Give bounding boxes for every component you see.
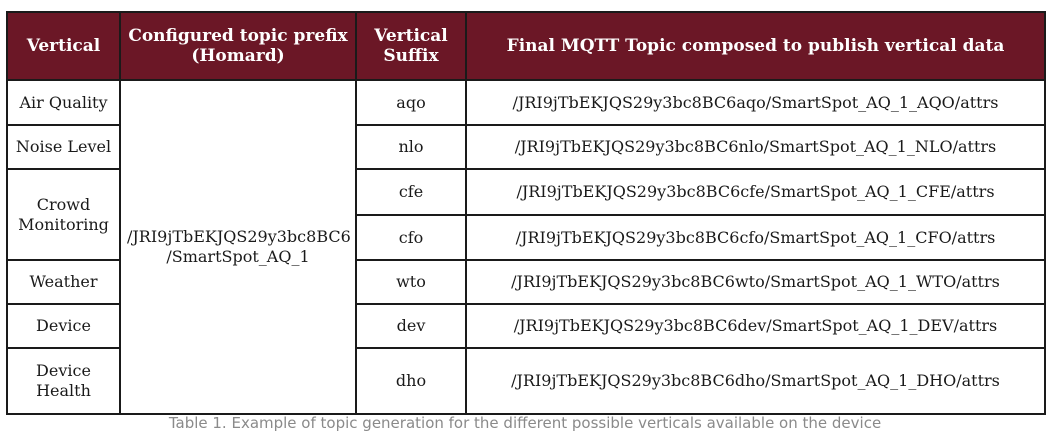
table-row: Device Health dho /JRI9jTbEKJQS29y3bc8BC… bbox=[6, 347, 1046, 415]
table-row: Crowd Monitoring cfe /JRI9jTbEKJQS29y3bc… bbox=[6, 168, 1046, 261]
topic-cell: /JRI9jTbEKJQS29y3bc8BC6aqo/SmartSpot_AQ_… bbox=[465, 79, 1046, 126]
table-row: Air Quality /JRI9jTbEKJQS29y3bc8BC6 /Sma… bbox=[6, 79, 1046, 415]
header-final-topic: Final MQTT Topic composed to publish ver… bbox=[465, 11, 1046, 81]
topic-cell: /JRI9jTbEKJQS29y3bc8BC6dho/SmartSpot_AQ_… bbox=[465, 347, 1046, 415]
topic-cell: /JRI9jTbEKJQS29y3bc8BC6dev/SmartSpot_AQ_… bbox=[465, 303, 1046, 349]
table-row: Device dev /JRI9jTbEKJQS29y3bc8BC6dev/Sm… bbox=[6, 303, 1046, 349]
topic-cell: /JRI9jTbEKJQS29y3bc8BC6wto/SmartSpot_AQ_… bbox=[465, 259, 1046, 305]
suffix-cell: nlo bbox=[355, 124, 467, 170]
vertical-cell: Device Health bbox=[6, 347, 121, 415]
topic-cell: /JRI9jTbEKJQS29y3bc8BC6cfo/SmartSpot_AQ_… bbox=[465, 214, 1046, 261]
table-header-row: Vertical Configured topic prefix (Homard… bbox=[6, 11, 1046, 81]
header-vertical-suffix: Vertical Suffix bbox=[355, 11, 467, 81]
vertical-cell: Device bbox=[6, 303, 121, 349]
table-caption: Table 1. Example of topic generation for… bbox=[168, 414, 882, 432]
topic-cell: /JRI9jTbEKJQS29y3bc8BC6cfe/SmartSpot_AQ_… bbox=[465, 168, 1046, 216]
suffix-cell: cfo bbox=[355, 214, 467, 261]
topic-generation-table: Vertical Configured topic prefix (Homard… bbox=[6, 11, 1046, 415]
vertical-cell: Noise Level bbox=[6, 124, 121, 170]
suffix-cell: dev bbox=[355, 303, 467, 349]
header-vertical: Vertical bbox=[6, 11, 121, 81]
suffix-cell: cfe bbox=[355, 168, 467, 216]
table-row: Noise Level nlo /JRI9jTbEKJQS29y3bc8BC6n… bbox=[6, 124, 1046, 170]
table-row: cfo /JRI9jTbEKJQS29y3bc8BC6cfo/SmartSpot… bbox=[7, 214, 1046, 261]
suffix-cell: aqo bbox=[355, 79, 467, 126]
suffix-cell: wto bbox=[355, 259, 467, 305]
topic-cell: /JRI9jTbEKJQS29y3bc8BC6nlo/SmartSpot_AQ_… bbox=[465, 124, 1046, 170]
table-row: Weather wto /JRI9jTbEKJQS29y3bc8BC6wto/S… bbox=[6, 259, 1046, 305]
vertical-cell: Air Quality bbox=[6, 79, 121, 126]
vertical-cell: Crowd Monitoring bbox=[6, 168, 121, 261]
header-configured-prefix: Configured topic prefix (Homard) bbox=[119, 11, 357, 81]
vertical-cell: Weather bbox=[6, 259, 121, 305]
prefix-cell: /JRI9jTbEKJQS29y3bc8BC6 /SmartSpot_AQ_1 bbox=[119, 79, 357, 415]
suffix-cell: dho bbox=[355, 347, 467, 415]
topic-table-container: Vertical Configured topic prefix (Homard… bbox=[6, 11, 1046, 415]
